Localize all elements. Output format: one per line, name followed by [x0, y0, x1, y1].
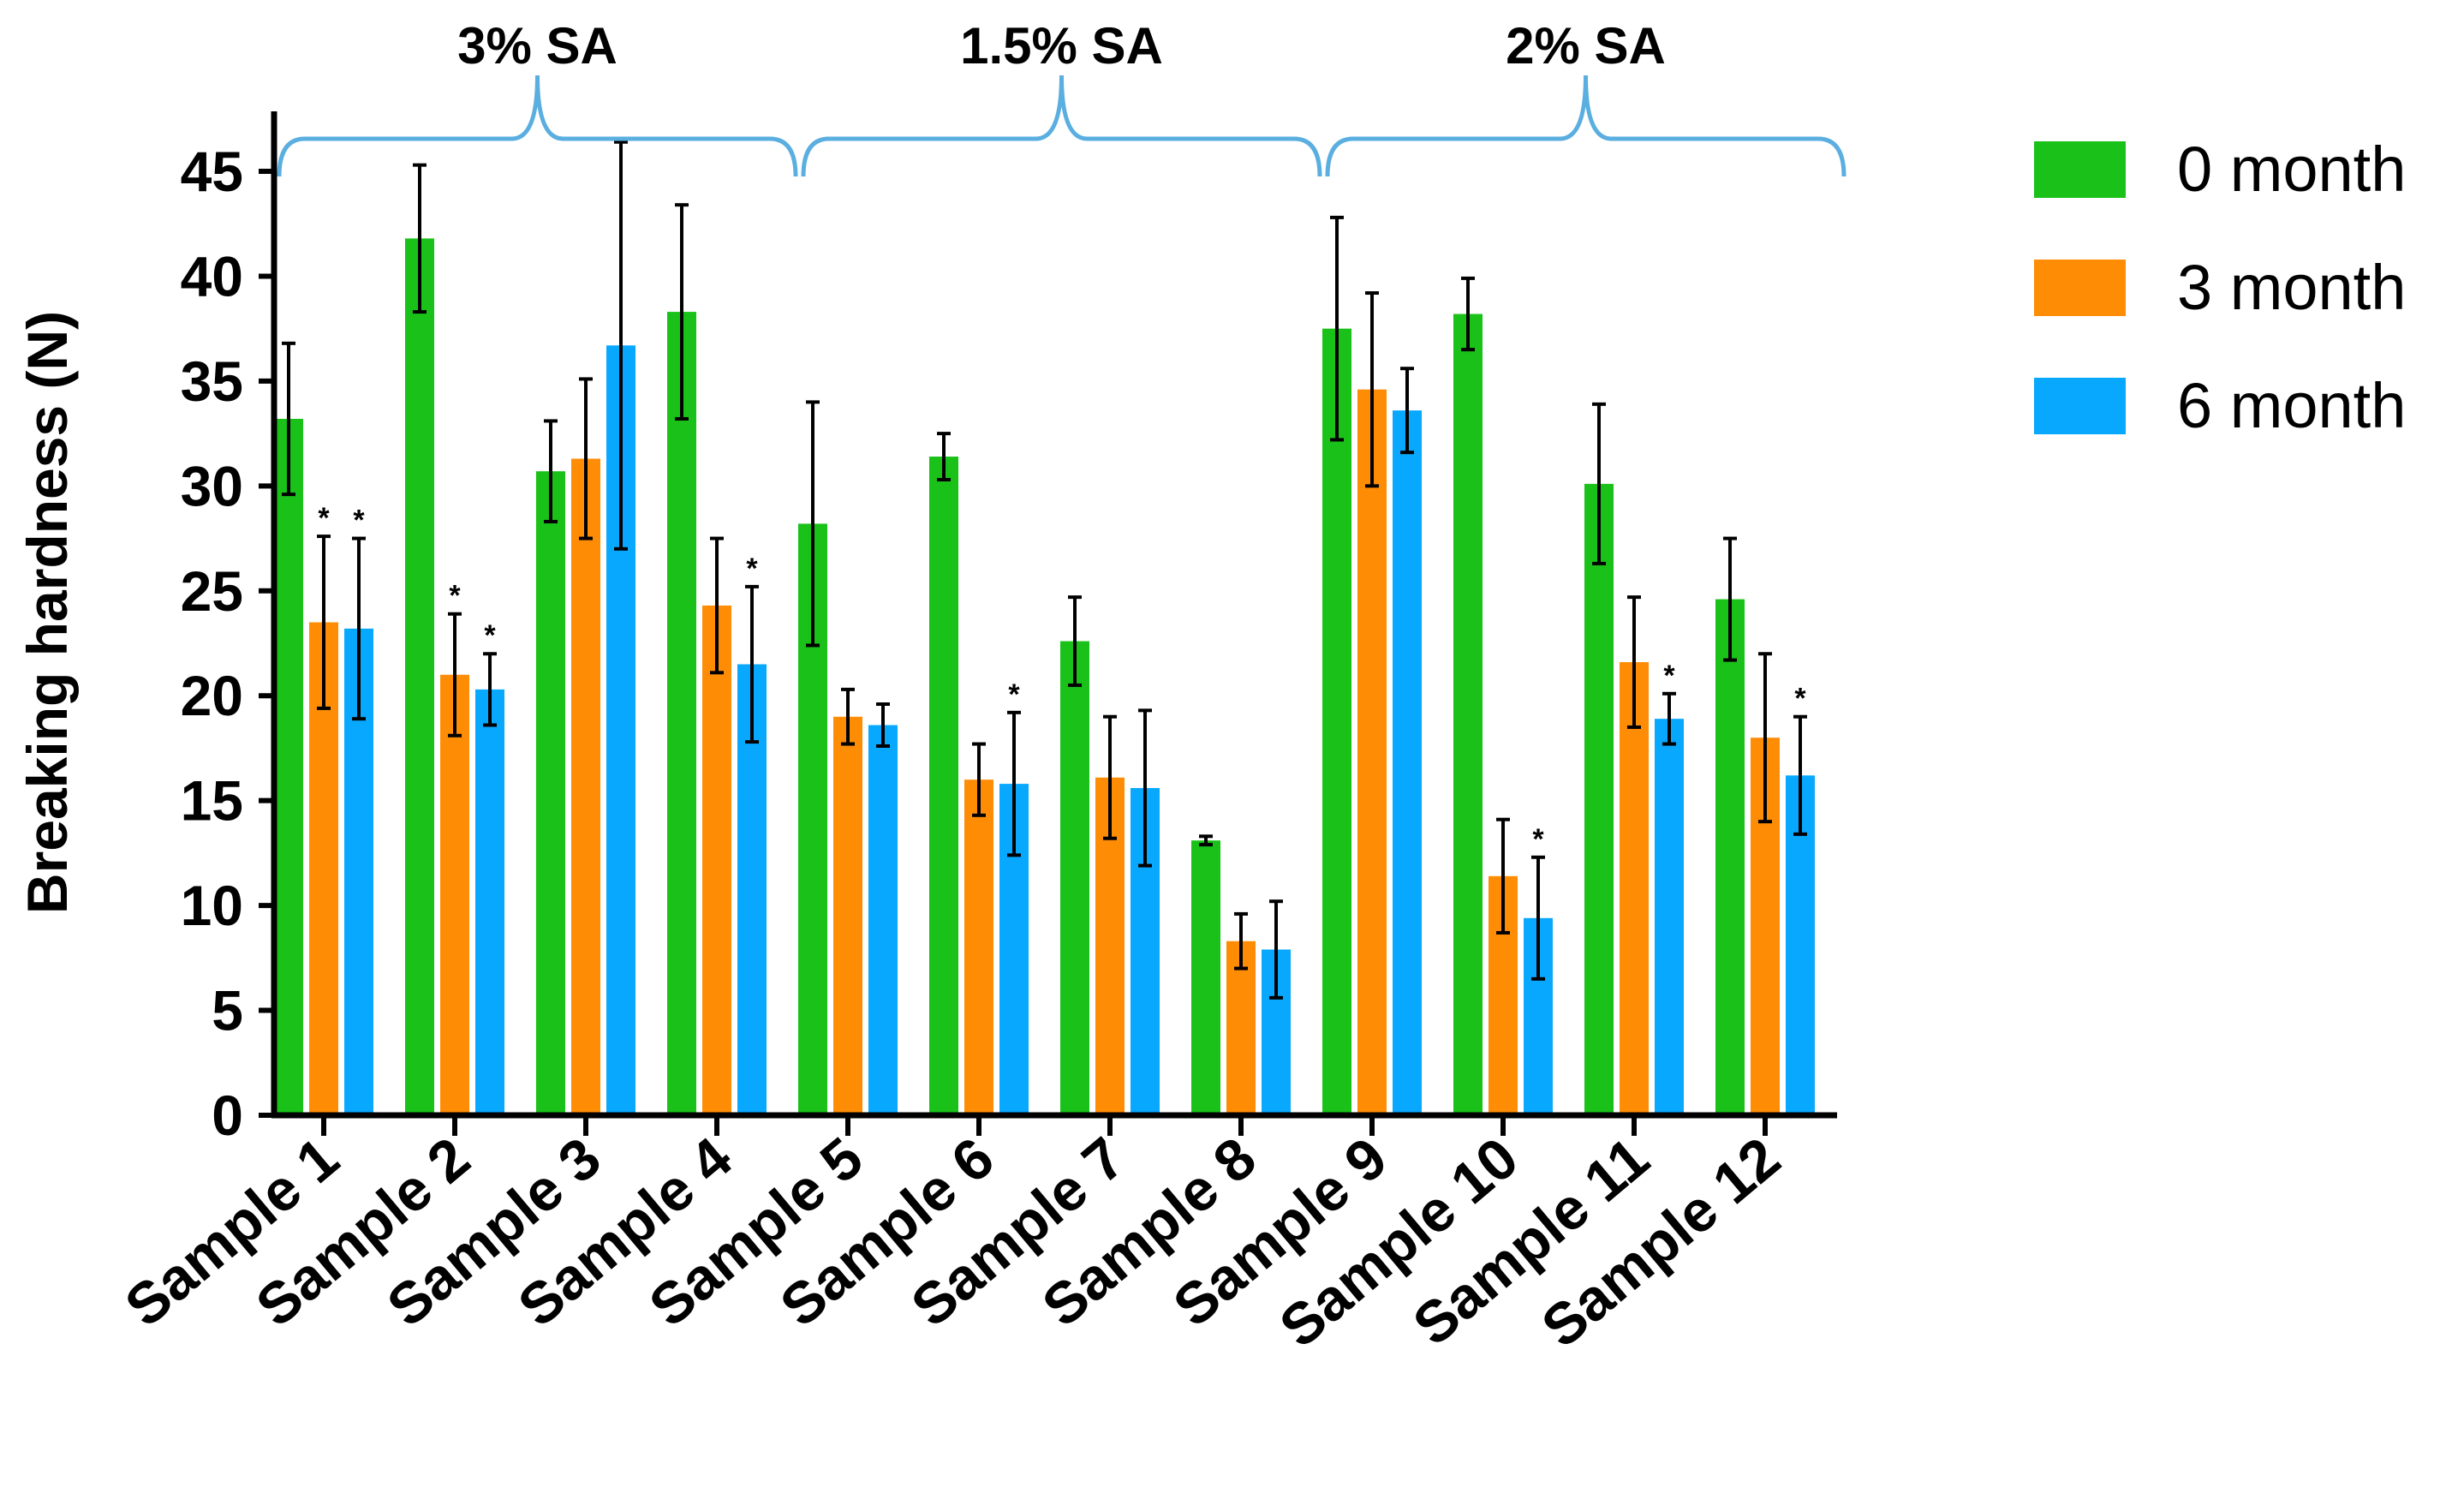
group-label: 1.5% SA [960, 17, 1163, 75]
group-bracket [277, 75, 798, 177]
legend-swatch-1 [2034, 260, 2126, 316]
bar-2-11 [1655, 719, 1684, 1115]
y-tick-label: 45 [181, 140, 243, 203]
bar-0-2 [405, 238, 434, 1115]
y-tick-label: 40 [181, 244, 243, 308]
group-brackets-layer: 3% SA 1.5% SA 2% SA [277, 17, 1847, 177]
bar-2-2 [475, 689, 504, 1115]
y-tick-label: 10 [181, 874, 243, 937]
bar-0-9 [1322, 328, 1351, 1116]
legend-label-2: 6 month [2177, 370, 2406, 441]
y-tick-label: 25 [181, 559, 243, 623]
significance-marker: * [1532, 823, 1544, 856]
y-tick-label: 5 [212, 979, 243, 1042]
bar-1-5 [833, 716, 862, 1115]
y-tick-label: 30 [181, 454, 243, 517]
y-tick-label: 20 [181, 664, 243, 727]
bar-2-9 [1393, 410, 1422, 1115]
legend-label-1: 3 month [2177, 252, 2406, 323]
bar-0-4 [667, 312, 696, 1115]
significance-marker: * [449, 580, 461, 612]
bar-1-8 [1226, 941, 1256, 1115]
group-label: 2% SA [1506, 17, 1666, 75]
y-axis-title: Breaking hardness (N) [15, 311, 79, 914]
bar-0-1 [274, 418, 303, 1116]
group-bracket [801, 75, 1322, 177]
bar-0-7 [1060, 641, 1089, 1115]
bar-1-6 [964, 779, 993, 1115]
bar-0-3 [536, 471, 565, 1115]
bar-1-3 [571, 458, 600, 1115]
bars-layer: * * * * * * * * * [274, 140, 1815, 1116]
significance-marker: * [484, 619, 496, 652]
significance-marker: * [1794, 683, 1806, 715]
bar-2-5 [868, 725, 898, 1115]
bar-0-11 [1584, 483, 1614, 1115]
legend-label-0: 0 month [2177, 134, 2406, 205]
significance-marker: * [318, 502, 330, 535]
legend: 0 month 3 month 6 month [2034, 134, 2406, 441]
bar-0-6 [929, 457, 958, 1115]
bar-1-9 [1357, 389, 1387, 1115]
bar-0-10 [1453, 314, 1483, 1116]
y-tick-label: 35 [181, 349, 243, 413]
significance-marker: * [746, 552, 758, 585]
y-tick-label: 15 [181, 769, 243, 833]
legend-swatch-0 [2034, 141, 2126, 198]
group-label: 3% SA [457, 17, 617, 75]
significance-marker: * [1008, 678, 1020, 711]
y-tick-label: 0 [212, 1084, 243, 1147]
bar-0-8 [1191, 840, 1220, 1115]
bar-1-2 [440, 674, 469, 1115]
significance-marker: * [353, 505, 365, 537]
bar-1-4 [702, 605, 731, 1115]
significance-marker: * [1663, 660, 1675, 692]
group-bracket [1325, 75, 1847, 177]
bar-1-11 [1620, 662, 1649, 1115]
legend-swatch-2 [2034, 378, 2126, 434]
bar-0-12 [1715, 599, 1745, 1115]
